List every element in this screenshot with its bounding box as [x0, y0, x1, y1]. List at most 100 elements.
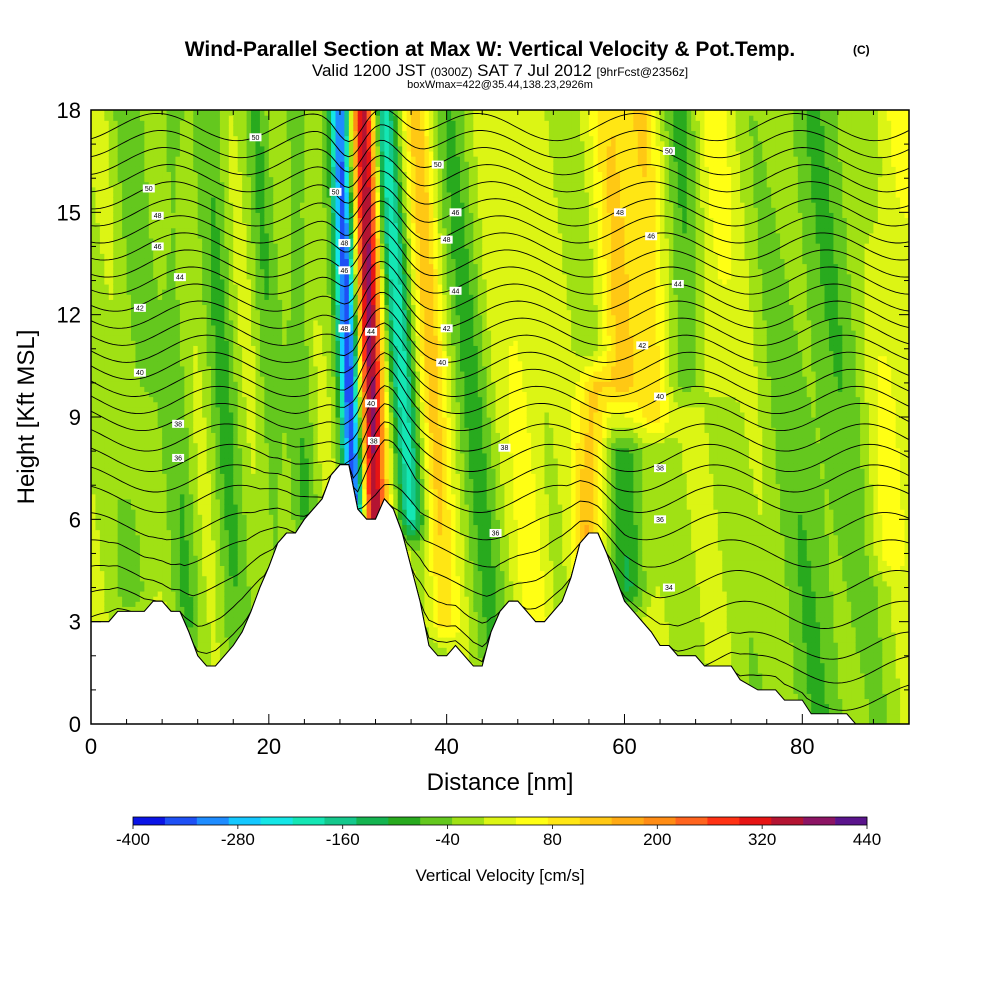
velocity-cell — [206, 596, 212, 602]
velocity-cell — [259, 263, 265, 270]
velocity-cell — [162, 478, 168, 485]
velocity-cell — [228, 376, 234, 382]
velocity-cell — [171, 355, 177, 362]
velocity-cell — [237, 621, 243, 628]
velocity-cell — [242, 304, 248, 311]
velocity-cell — [131, 186, 137, 193]
velocity-cell — [233, 309, 239, 316]
velocity-cell — [99, 611, 105, 618]
velocity-cell — [219, 637, 225, 643]
velocity-cell — [139, 207, 145, 213]
velocity-cell — [224, 452, 230, 459]
velocity-cell — [113, 391, 119, 398]
velocity-cell — [219, 345, 225, 352]
velocity-cell — [171, 258, 177, 265]
velocity-cell — [237, 488, 243, 495]
velocity-cell — [157, 263, 163, 270]
velocity-cell — [264, 289, 270, 295]
velocity-cell — [135, 314, 141, 321]
velocity-cell — [95, 304, 101, 311]
velocity-cell — [153, 330, 159, 336]
velocity-cell — [95, 110, 101, 116]
velocity-cell — [242, 161, 248, 167]
velocity-cell — [188, 370, 194, 377]
velocity-cell — [237, 570, 243, 577]
velocity-cell — [224, 304, 230, 311]
velocity-cell — [175, 166, 181, 172]
velocity-cell — [113, 115, 119, 121]
velocity-cell — [175, 493, 181, 500]
velocity-cell — [162, 207, 168, 213]
velocity-cell — [179, 575, 185, 582]
velocity-cell — [193, 411, 199, 418]
velocity-cell — [219, 283, 225, 290]
velocity-cell — [175, 243, 181, 249]
velocity-cell — [122, 278, 128, 285]
velocity-cell — [228, 447, 234, 454]
velocity-cell — [171, 176, 177, 183]
velocity-cell — [202, 314, 208, 321]
velocity-cell — [166, 161, 172, 167]
velocity-cell — [242, 370, 248, 377]
velocity-cell — [246, 406, 252, 413]
velocity-cell — [139, 340, 145, 346]
velocity-cell — [224, 324, 230, 331]
velocity-cell — [219, 263, 225, 270]
velocity-cell — [179, 427, 185, 433]
velocity-cell — [131, 437, 137, 444]
velocity-cell — [224, 314, 230, 321]
velocity-cell — [228, 493, 234, 500]
velocity-cell — [246, 294, 252, 300]
velocity-cell — [126, 463, 132, 469]
velocity-cell — [188, 534, 194, 541]
velocity-cell — [162, 457, 168, 464]
velocity-cell — [175, 447, 181, 454]
velocity-cell — [215, 207, 221, 213]
velocity-cell — [268, 330, 274, 336]
velocity-cell — [233, 222, 239, 229]
velocity-cell — [273, 386, 279, 393]
velocity-cell — [122, 544, 128, 551]
velocity-cell — [206, 243, 212, 249]
velocity-cell — [255, 534, 261, 541]
velocity-cell — [166, 191, 172, 198]
velocity-cell — [202, 176, 208, 183]
velocity-cell — [166, 299, 172, 306]
velocity-cell — [259, 166, 265, 172]
velocity-cell — [211, 289, 217, 295]
velocity-cell — [95, 340, 101, 346]
velocity-cell — [211, 324, 217, 331]
velocity-cell — [219, 207, 225, 213]
velocity-cell — [148, 345, 154, 352]
velocity-cell — [171, 539, 177, 546]
velocity-cell — [131, 140, 137, 147]
velocity-cell — [95, 478, 101, 485]
velocity-cell — [122, 509, 128, 515]
velocity-cell — [113, 406, 119, 413]
velocity-cell — [184, 161, 190, 167]
velocity-cell — [153, 524, 159, 531]
velocity-cell — [175, 196, 181, 203]
velocity-cell — [237, 463, 243, 469]
velocity-cell — [117, 596, 123, 602]
velocity-cell — [264, 365, 270, 372]
velocity-cell — [251, 156, 257, 162]
velocity-cell — [104, 463, 110, 469]
velocity-cell — [246, 544, 252, 551]
velocity-cell — [202, 340, 208, 346]
velocity-cell — [108, 278, 114, 285]
velocity-cell — [215, 411, 221, 418]
velocity-cell — [157, 196, 163, 203]
velocity-cell — [219, 447, 225, 454]
velocity-cell — [188, 447, 194, 454]
velocity-cell — [104, 268, 110, 275]
velocity-cell — [264, 140, 270, 147]
velocity-cell — [184, 519, 190, 526]
velocity-cell — [108, 401, 114, 408]
velocity-cell — [188, 196, 194, 203]
velocity-cell — [188, 488, 194, 495]
velocity-cell — [228, 335, 234, 341]
velocity-cell — [117, 191, 123, 198]
velocity-cell — [228, 550, 234, 556]
velocity-cell — [224, 191, 230, 198]
